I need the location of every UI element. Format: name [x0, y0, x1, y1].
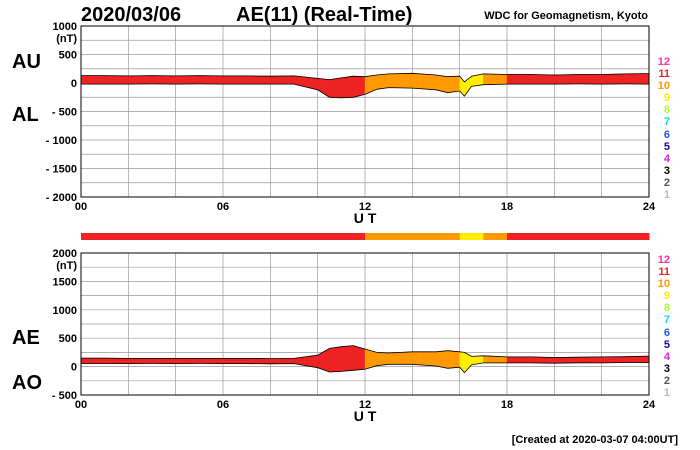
chart2-y-tick-label: 2000 [53, 248, 77, 260]
chart1-y-tick-label: - 2000 [46, 192, 77, 204]
created-timestamp: [Created at 2020-03-07 04:00UT] [511, 434, 678, 446]
chart1-frame [80, 25, 650, 198]
legend-level-1: 1 [663, 189, 670, 202]
chart2-lower-series-line [81, 362, 649, 374]
chart1-x-tick-label: 00 [75, 201, 87, 213]
coverage-segment [388, 233, 413, 240]
chart2-x-tick-label: 06 [217, 399, 229, 411]
chart1-x-tick-label: 06 [217, 201, 229, 213]
legend-level-10: 10 [657, 80, 670, 93]
chart1-y-axis-unit: (nT) [56, 33, 77, 45]
chart1-x-tick-label: 24 [643, 201, 656, 213]
chart1-upper-series-line [81, 72, 650, 83]
coverage-segment [246, 233, 271, 240]
chart1-y-tick-label: 500 [59, 50, 77, 62]
chart1-x-tick-label: 12 [359, 201, 371, 213]
legend-level-9: 9 [663, 290, 670, 303]
coverage-segment [436, 233, 461, 240]
coverage-segment [578, 233, 603, 240]
ao-label: AO [12, 372, 42, 394]
coverage-segment [199, 233, 224, 240]
legend-level-12: 12 [657, 56, 670, 68]
legend-level-4: 4 [663, 350, 670, 363]
coverage-segment [317, 233, 342, 240]
legend-top: 12 11 10 9 8 7 6 5 4 3 2 1 [658, 56, 670, 201]
legend-level-4: 4 [663, 152, 670, 165]
legend-level-6: 6 [663, 326, 670, 339]
chart1-x-axis-label: U T [354, 210, 377, 226]
coverage-segment [175, 233, 200, 240]
au-label: AU [12, 51, 41, 73]
organization-label: WDC for Geomagnetism, Kyoto [484, 10, 648, 22]
chart1-y-tick-label: - 1500 [46, 164, 77, 176]
coverage-segment [223, 233, 248, 240]
coverage-segment [625, 233, 650, 240]
ae-label: AE [12, 327, 40, 349]
legend-level-2: 2 [663, 374, 670, 387]
legend-level-6: 6 [663, 128, 670, 141]
coverage-segment [507, 233, 532, 240]
chart2-x-tick-label: 00 [75, 399, 87, 411]
legend-level-1: 1 [663, 387, 670, 400]
chart2-x-tick-label: 18 [501, 399, 513, 411]
coverage-segment [459, 233, 484, 240]
chart2-y-tick-label: 1000 [53, 305, 77, 317]
chart2-y-axis-unit: (nT) [56, 260, 77, 272]
coverage-segment [483, 233, 508, 240]
chart2-upper-series-line [81, 345, 650, 360]
coverage-segment [341, 233, 366, 240]
coverage-segment [294, 233, 319, 240]
coverage-segment [270, 233, 295, 240]
legend-level-5: 5 [663, 140, 670, 153]
legend-level-11: 11 [658, 68, 670, 81]
chart1-y-tick-label: - 1000 [46, 135, 77, 147]
legend-level-11: 11 [658, 266, 670, 279]
coverage-segment [412, 233, 437, 240]
coverage-segment [554, 233, 579, 240]
coverage-segment [152, 233, 177, 240]
chart1-y-tick-label: - 500 [52, 107, 77, 119]
coverage-segment [81, 233, 106, 240]
legend-level-7: 7 [663, 314, 670, 327]
legend-level-8: 8 [663, 302, 670, 315]
coverage-segment [365, 233, 390, 240]
chart1-y-tick-label: 0 [71, 78, 77, 90]
coverage-segment [601, 233, 626, 240]
legend-level-12: 12 [657, 254, 670, 266]
coverage-segment [104, 233, 129, 240]
al-label: AL [12, 104, 39, 126]
legend-level-7: 7 [663, 116, 670, 129]
chart2-y-tick-label: 0 [71, 362, 77, 374]
chart2-x-axis-label: U T [354, 408, 377, 424]
chart1-lower-series-line [81, 83, 650, 99]
legend-level-5: 5 [663, 338, 670, 351]
date-label: 2020/03/06 [81, 4, 182, 26]
chart2-frame [80, 252, 650, 396]
chart2-y-tick-label: - 500 [52, 390, 77, 402]
chart2-x-tick-label: 24 [643, 399, 656, 411]
coverage-segment [530, 233, 555, 240]
legend-bottom: 12 11 10 9 8 7 6 5 4 3 2 1 [658, 254, 670, 399]
legend-level-8: 8 [663, 104, 670, 117]
legend-level-10: 10 [657, 278, 670, 291]
chart1-y-tick-label: 1000 [53, 21, 77, 33]
chart-title: AE(11) (Real-Time) [236, 4, 413, 26]
chart2-y-tick-label: 500 [59, 333, 77, 345]
coverage-segment [128, 233, 153, 240]
chart2-x-tick-label: 12 [359, 399, 371, 411]
legend-level-3: 3 [663, 164, 670, 177]
legend-level-2: 2 [663, 176, 670, 189]
legend-level-3: 3 [663, 362, 670, 375]
chart1-x-tick-label: 18 [501, 201, 513, 213]
chart2-y-tick-label: 1500 [53, 276, 77, 288]
legend-level-9: 9 [663, 92, 670, 105]
